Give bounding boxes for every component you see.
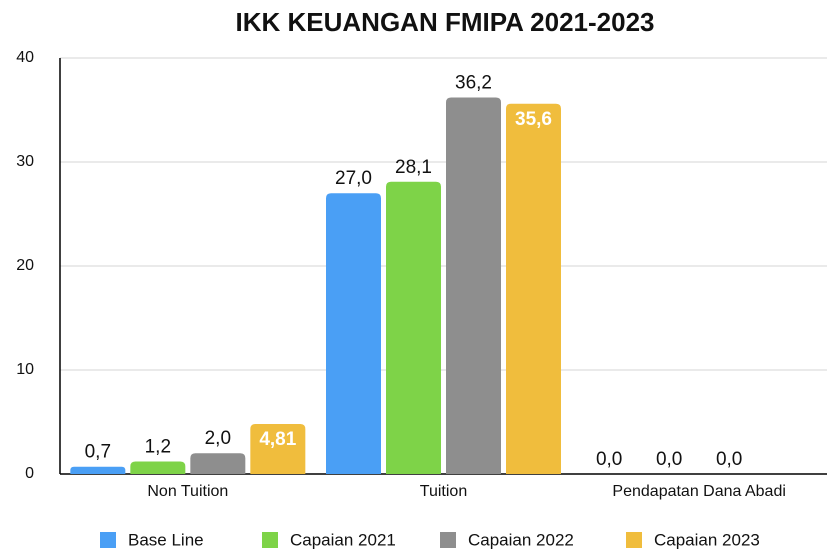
- y-tick-label: 10: [16, 361, 34, 378]
- bar: [130, 461, 186, 474]
- value-label: 1,2: [145, 437, 171, 458]
- x-tick-label: Non Tuition: [147, 483, 228, 500]
- value-label: 0,0: [716, 449, 742, 470]
- y-tick-label: 30: [16, 153, 34, 170]
- y-tick-label: 0: [25, 465, 34, 482]
- bar: [446, 97, 501, 475]
- bar: [386, 181, 441, 474]
- bar: [190, 453, 246, 474]
- value-label: 4,81: [259, 429, 296, 450]
- legend-label: Base Line: [128, 530, 204, 549]
- value-label: 35,6: [515, 109, 552, 130]
- y-tick-label: 20: [16, 257, 34, 274]
- value-label: 27,0: [335, 168, 372, 189]
- legend-swatch: [440, 532, 456, 548]
- y-tick-label: 40: [16, 49, 34, 66]
- value-label: 36,2: [455, 73, 492, 94]
- x-tick-label: Pendapatan Dana Abadi: [612, 483, 785, 500]
- value-label: 28,1: [395, 157, 432, 178]
- legend-swatch: [626, 532, 642, 548]
- value-label: 0,0: [596, 449, 622, 470]
- legend-label: Capaian 2023: [654, 530, 760, 549]
- legend-label: Capaian 2022: [468, 530, 574, 549]
- bar: [70, 466, 126, 474]
- x-tick-label: Tuition: [420, 483, 467, 500]
- value-label: 0,0: [656, 449, 682, 470]
- bar: [250, 423, 306, 474]
- legend-swatch: [100, 532, 116, 548]
- value-label: 2,0: [205, 428, 231, 449]
- chart-title: IKK KEUANGAN FMIPA 2021-2023: [236, 7, 655, 37]
- legend-label: Capaian 2021: [290, 530, 396, 549]
- bar: [506, 103, 561, 474]
- value-label: 0,7: [85, 442, 111, 463]
- legend-swatch: [262, 532, 278, 548]
- bar: [326, 193, 381, 474]
